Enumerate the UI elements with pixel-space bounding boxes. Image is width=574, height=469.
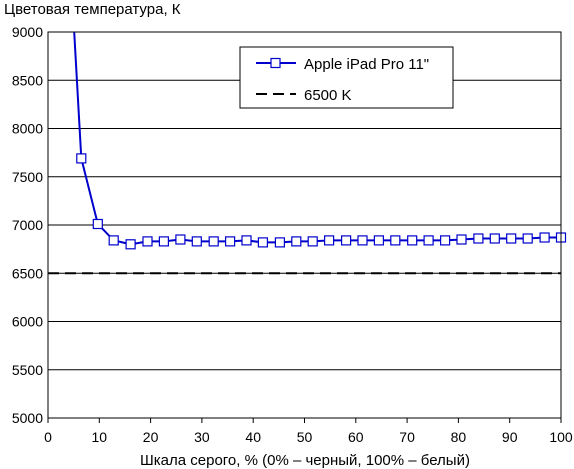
x-tick-labels: 0 10 20 30 40 50 60 70 80 90 100 xyxy=(44,418,573,445)
data-point-marker xyxy=(191,236,202,247)
legend: Apple iPad Pro 11" 6500 K xyxy=(239,46,454,109)
data-point-marker xyxy=(423,235,434,246)
data-point-marker xyxy=(274,237,285,248)
y-tick-label: 8500 xyxy=(12,72,43,88)
data-point-marker xyxy=(125,239,136,250)
y-tick-label: 9000 xyxy=(12,24,43,40)
data-point-marker xyxy=(390,235,401,246)
data-point-marker xyxy=(473,233,484,244)
data-point-marker xyxy=(291,236,302,247)
data-point-marker xyxy=(257,237,268,248)
x-tick-label: 60 xyxy=(348,429,364,445)
y-tick-label: 7500 xyxy=(12,169,43,185)
y-tick-labels: 5000 5500 6000 6500 7000 7500 8000 8500 9000 xyxy=(12,24,43,426)
x-tick-label: 20 xyxy=(143,429,159,445)
data-point-marker xyxy=(175,234,186,245)
data-point-marker xyxy=(225,236,236,247)
data-point-marker xyxy=(307,236,318,247)
x-tick-label: 0 xyxy=(44,429,52,445)
y-tick-label: 5000 xyxy=(12,410,43,426)
data-point-marker xyxy=(324,235,335,246)
data-point-marker xyxy=(506,233,517,244)
legend-label-series: Apple iPad Pro 11" xyxy=(304,56,429,73)
x-axis-label: Шкала серого, % (0% – черный, 100% – бел… xyxy=(140,452,470,469)
x-tick-label: 80 xyxy=(451,429,467,445)
data-point-marker xyxy=(241,235,252,246)
data-point-marker xyxy=(357,235,368,246)
legend-box xyxy=(239,46,454,109)
data-point-marker xyxy=(76,153,87,164)
data-point-marker xyxy=(440,235,451,246)
legend-label-reference: 6500 K xyxy=(304,87,352,104)
data-point-marker xyxy=(539,232,550,243)
data-point-marker xyxy=(208,236,219,247)
y-tick-label: 8000 xyxy=(12,121,43,137)
data-point-marker xyxy=(456,234,467,245)
data-point-marker xyxy=(142,236,153,247)
data-point-marker xyxy=(407,235,418,246)
data-point-marker xyxy=(373,235,384,246)
series-layer xyxy=(73,31,567,250)
legend-marker-series xyxy=(270,57,281,69)
x-tick-label: 30 xyxy=(194,429,210,445)
x-tick-label: 100 xyxy=(549,429,573,445)
x-tick-label: 50 xyxy=(297,429,313,445)
x-tick-label: 70 xyxy=(399,429,415,445)
data-point-marker xyxy=(489,233,500,244)
y-tick-label: 6500 xyxy=(12,265,43,281)
data-point-marker xyxy=(341,235,352,246)
x-tick-label: 10 xyxy=(92,429,108,445)
y-tick-label: 6000 xyxy=(12,314,43,330)
y-axis-label: Цветовая температура, К xyxy=(4,1,181,18)
data-point-marker xyxy=(158,236,169,247)
data-point-marker xyxy=(522,233,533,244)
x-tick-label: 40 xyxy=(245,429,261,445)
y-tick-label: 7000 xyxy=(12,217,43,233)
y-tick-label: 5500 xyxy=(12,362,43,378)
x-tick-label: 90 xyxy=(502,429,518,445)
data-point-marker xyxy=(92,218,103,230)
data-point-marker xyxy=(108,235,119,246)
